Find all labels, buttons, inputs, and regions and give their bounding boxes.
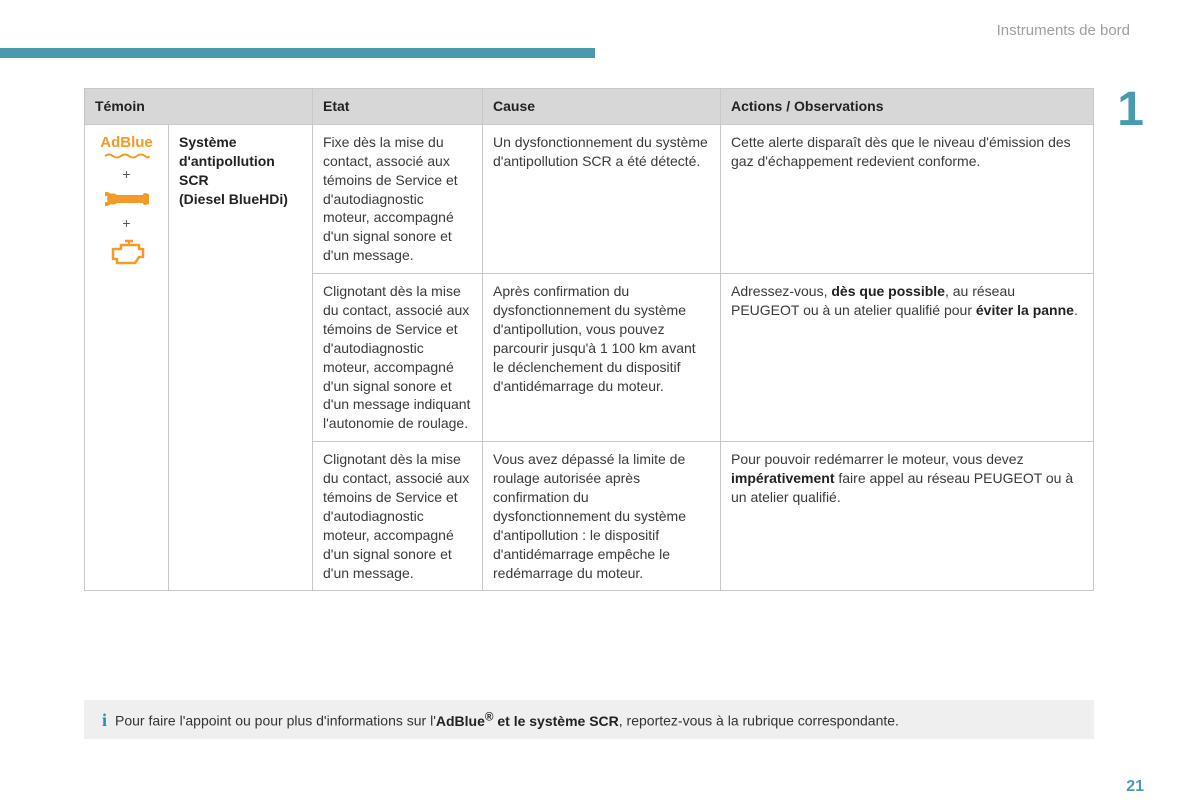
chapter-number: 1 <box>1117 86 1144 134</box>
th-cause: Cause <box>483 89 721 125</box>
cell-actions: Adressez-vous, dès que possible, au rése… <box>721 274 1094 442</box>
page-number: 21 <box>1126 778 1144 796</box>
info-icon: i <box>102 711 107 729</box>
th-actions: Actions / Observations <box>721 89 1094 125</box>
note-text: Pour faire l'appoint ou pour plus d'info… <box>115 710 899 729</box>
cell-cause: Après confirmation du dysfonctionnement … <box>483 274 721 442</box>
warning-lights-table: Témoin Etat Cause Actions / Observations… <box>84 88 1094 591</box>
system-subname: (Diesel BlueHDi) <box>179 191 288 207</box>
th-temoin: Témoin <box>85 89 313 125</box>
table-header-row: Témoin Etat Cause Actions / Observations <box>85 89 1094 125</box>
section-label: Instruments de bord <box>997 22 1130 39</box>
info-note: i Pour faire l'appoint ou pour plus d'in… <box>84 700 1094 739</box>
cell-etat: Fixe dès la mise du contact, associé aux… <box>313 124 483 273</box>
th-etat: Etat <box>313 89 483 125</box>
system-name-cell: Système d'antipollution SCR (Diesel Blue… <box>169 124 313 591</box>
wave-underline-icon <box>104 153 150 159</box>
plus-separator: + <box>95 214 158 233</box>
adblue-icon: AdBlue <box>100 134 153 151</box>
engine-icon <box>107 239 147 267</box>
cell-etat: Clignotant dès la mise du contact, assoc… <box>313 442 483 591</box>
wrench-icon <box>105 190 149 208</box>
cell-actions: Cette alerte disparaît dès que le niveau… <box>721 124 1094 273</box>
cell-cause: Un dysfonctionnement du système d'antipo… <box>483 124 721 273</box>
cell-cause: Vous avez dépassé la limite de roulage a… <box>483 442 721 591</box>
top-accent-bar <box>0 48 595 58</box>
cell-etat: Clignotant dès la mise du contact, assoc… <box>313 274 483 442</box>
cell-actions: Pour pouvoir redémarrer le moteur, vous … <box>721 442 1094 591</box>
indicator-icons-cell: AdBlue + + <box>85 124 169 591</box>
system-name: Système d'antipollution SCR <box>179 134 275 188</box>
plus-separator: + <box>95 165 158 184</box>
table-row: AdBlue + + Système d'antipollution SCR (… <box>85 124 1094 273</box>
